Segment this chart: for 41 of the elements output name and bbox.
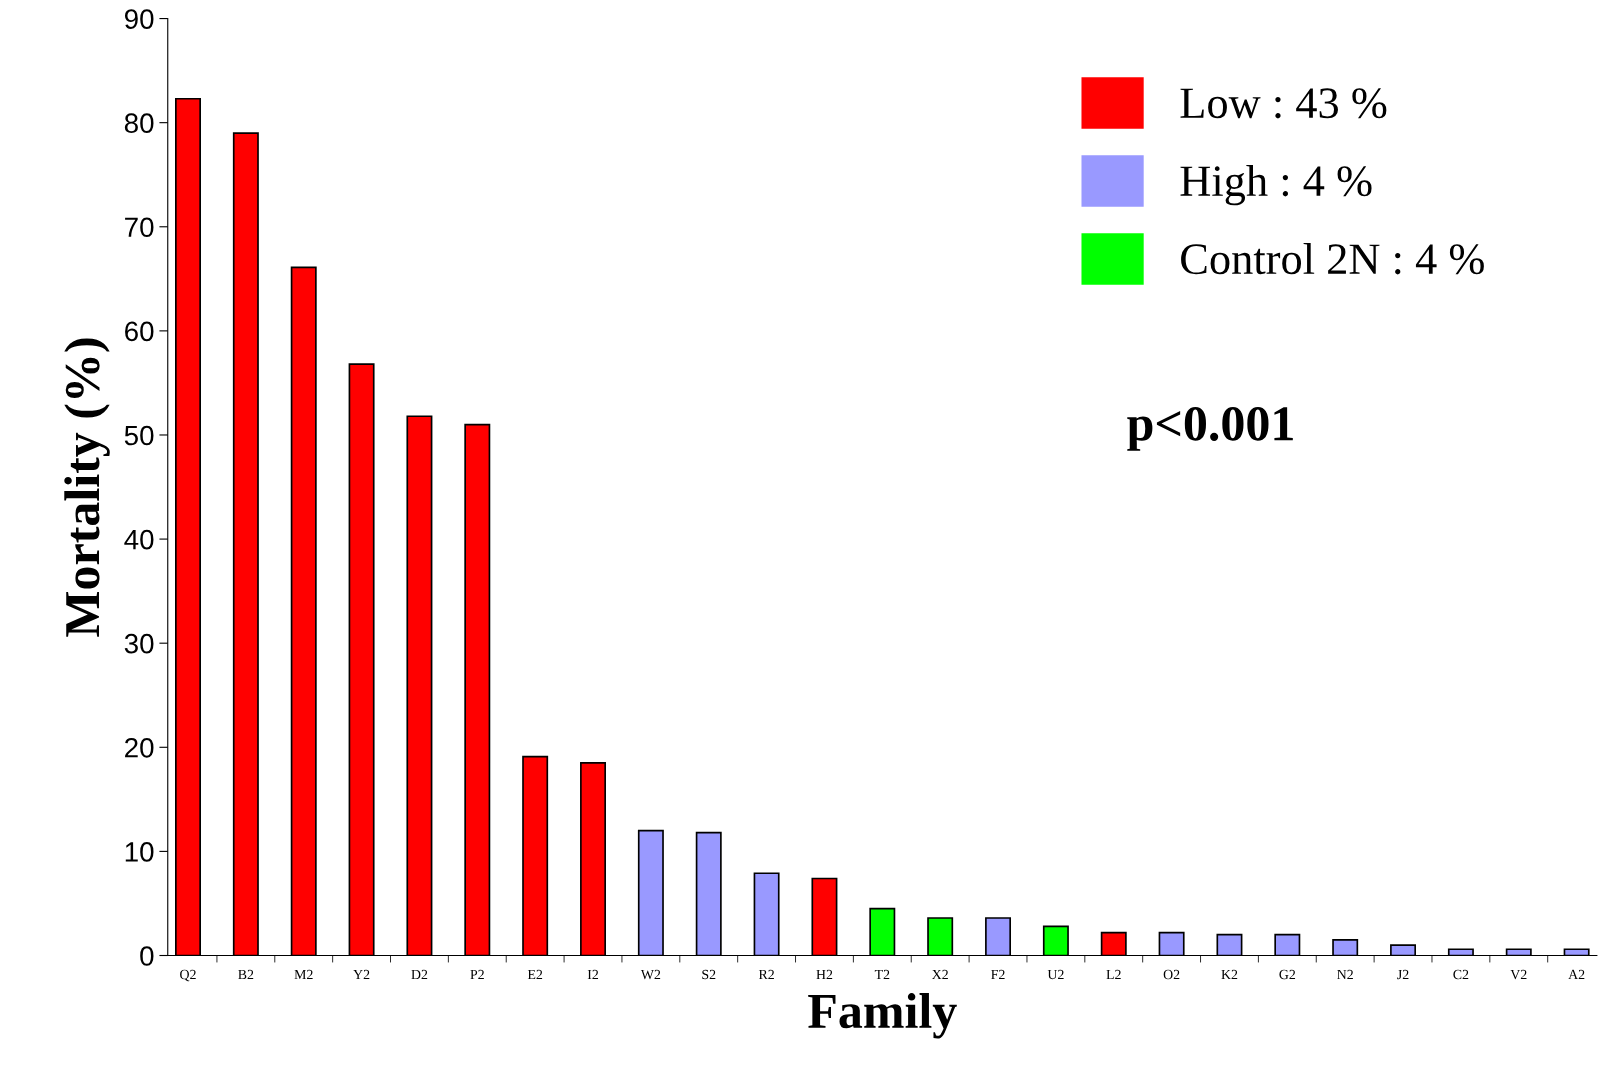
x-tick-label: A2 xyxy=(1568,969,1585,980)
x-tick-label: E2 xyxy=(527,969,543,980)
x-tick-label: S2 xyxy=(702,969,716,980)
x-tick-label: L2 xyxy=(1106,969,1121,980)
y-tick-label: 30 xyxy=(124,633,154,654)
x-tick-label: C2 xyxy=(1453,969,1469,980)
x-tick-label: Q2 xyxy=(180,969,196,982)
x-tick-label: J2 xyxy=(1397,969,1409,980)
x-tick-label: P2 xyxy=(470,969,484,980)
legend-label: High : 4 % xyxy=(1180,164,1372,206)
x-tick-label: N2 xyxy=(1337,969,1353,980)
x-tick-label: I2 xyxy=(587,969,599,980)
y-tick-label: 90 xyxy=(124,9,154,29)
x-tick-label: T2 xyxy=(874,969,890,980)
y-axis-title: Mortality (%) xyxy=(64,338,110,637)
x-tick-label: V2 xyxy=(1510,969,1527,980)
legend-label: Low : 43 % xyxy=(1180,88,1387,119)
y-tick-label: 70 xyxy=(125,217,154,238)
x-tick-label: X2 xyxy=(931,969,948,980)
x-tick-label: Y2 xyxy=(353,969,370,980)
y-tick-label: 20 xyxy=(125,737,154,758)
x-tick-label: D2 xyxy=(411,969,428,980)
x-tick-label: M2 xyxy=(294,969,313,980)
y-tick-label: 60 xyxy=(125,321,154,342)
x-tick-label: U2 xyxy=(1047,969,1064,980)
x-tick-label: F2 xyxy=(991,969,1005,980)
x-tick-label: B2 xyxy=(238,969,254,980)
y-tick-label: 40 xyxy=(124,529,154,550)
legend-label: Control 2N : 4 % xyxy=(1181,242,1484,275)
y-tick-label: 50 xyxy=(124,425,154,446)
y-tick-label: 0 xyxy=(140,946,154,966)
x-tick-label: G2 xyxy=(1279,969,1296,980)
y-tick-label: 80 xyxy=(124,113,154,134)
x-tick-label: O2 xyxy=(1163,969,1180,980)
x-tick-label: R2 xyxy=(758,969,774,980)
annotation: p<0.001 xyxy=(1127,406,1293,451)
x-tick-label: H2 xyxy=(816,969,833,980)
x-tick-label: W2 xyxy=(640,969,661,980)
y-tick-label: 10 xyxy=(125,842,154,862)
x-axis-title: Family xyxy=(808,993,957,1039)
x-tick-label: K2 xyxy=(1221,969,1238,980)
